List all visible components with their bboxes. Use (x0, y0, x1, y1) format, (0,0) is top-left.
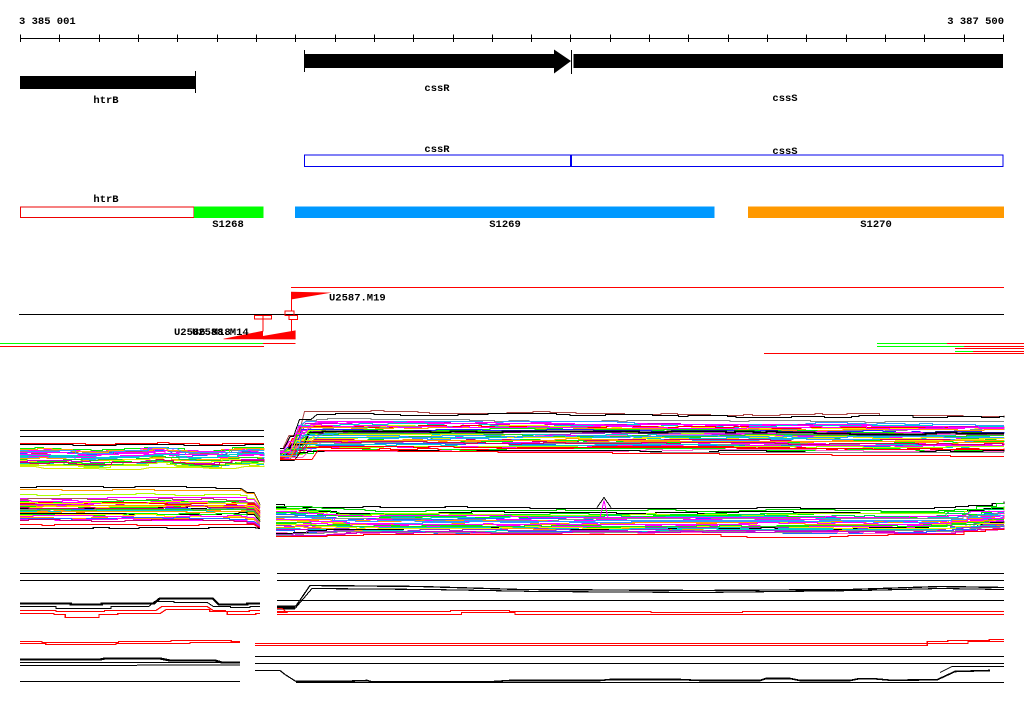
svg-text:htrB: htrB (93, 194, 119, 206)
svg-text:htrB: htrB (93, 95, 119, 107)
svg-text:S1270: S1270 (860, 219, 892, 231)
svg-text:U2587.M19: U2587.M19 (329, 293, 386, 305)
svg-text:S1269: S1269 (489, 219, 521, 231)
svg-text:U2588.M14: U2588.M14 (192, 327, 249, 339)
svg-text:U2586.M18: U2586.M18 (174, 327, 231, 339)
svg-text:cssS: cssS (772, 93, 797, 105)
svg-text:cssR: cssR (424, 83, 450, 95)
svg-text:cssS: cssS (772, 146, 797, 158)
svg-text:cssR: cssR (424, 144, 450, 156)
svg-text:S1268: S1268 (212, 219, 244, 231)
svg-text:3 385 001: 3 385 001 (19, 16, 76, 28)
svg-text:3 387 500: 3 387 500 (947, 16, 1004, 28)
